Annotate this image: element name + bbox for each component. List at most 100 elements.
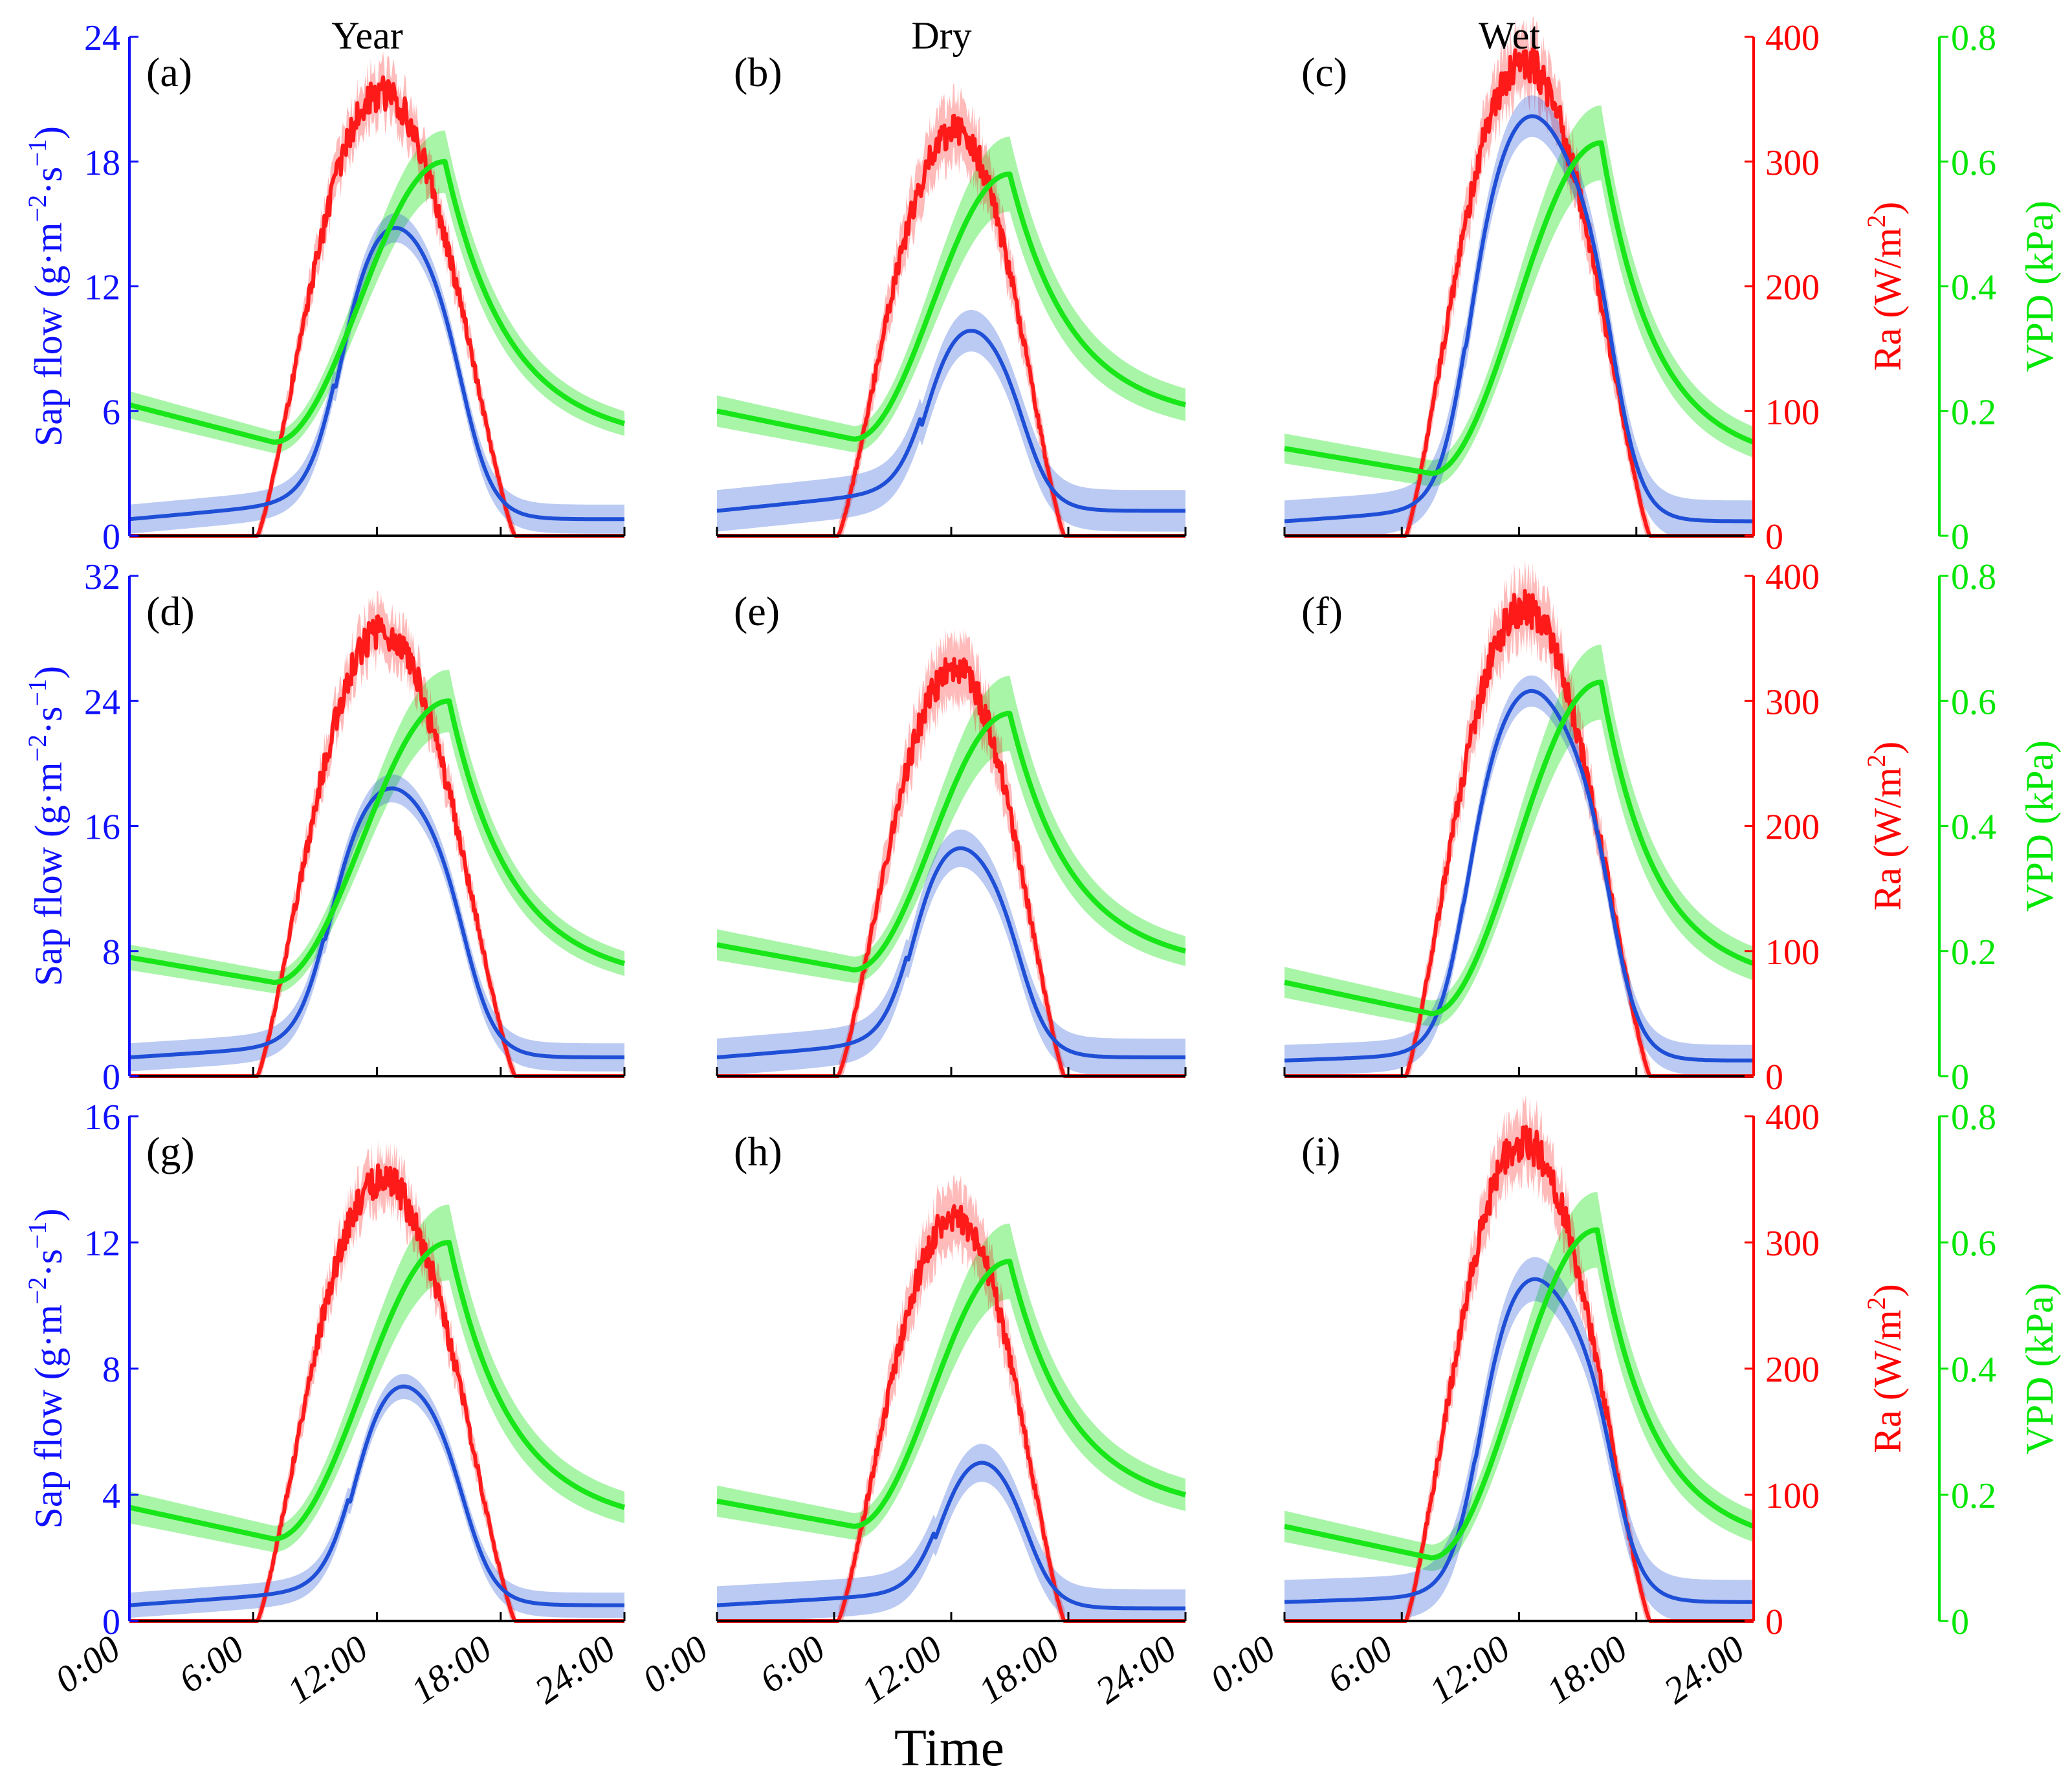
vpd-tick-label: 0 bbox=[1951, 1602, 1969, 1642]
sap-tick-label: 12 bbox=[84, 268, 120, 308]
x-tick-label: 6:00 bbox=[752, 1627, 832, 1701]
ra-band bbox=[129, 1140, 624, 1621]
ra-tick-label: 300 bbox=[1765, 1224, 1820, 1264]
vpd-tick-label: 0.6 bbox=[1951, 682, 1996, 722]
ra-band bbox=[717, 1174, 1185, 1621]
ra-band bbox=[129, 590, 624, 1076]
panel-a: 0 6 12 18 24 Sap flow (g·m−2·s−1) (a) Year bbox=[23, 14, 626, 557]
x-tick-label: 24:00 bbox=[1656, 1627, 1752, 1712]
sap-tick-label: 8 bbox=[102, 932, 120, 973]
vpd-line bbox=[1284, 1227, 1755, 1561]
ra-tick-label: 200 bbox=[1765, 1350, 1820, 1390]
x-tick-label: 24:00 bbox=[1088, 1627, 1184, 1712]
sap-tick-label: 0 bbox=[102, 1057, 120, 1097]
panel-label: (h) bbox=[734, 1129, 782, 1174]
x-tick-label: 12:00 bbox=[280, 1627, 375, 1712]
panel-e: (e) bbox=[716, 588, 1187, 1078]
sap-tick-label: 8 bbox=[102, 1350, 120, 1390]
vpd-tick-label: 0.4 bbox=[1951, 1350, 1996, 1390]
x-tick-label: 18:00 bbox=[971, 1627, 1066, 1712]
vpd-line bbox=[129, 159, 626, 445]
panel-label: (i) bbox=[1301, 1129, 1340, 1174]
sap-axis-label: Sap flow (g·m−2·s−1) bbox=[23, 126, 70, 446]
ra-tick-label: 0 bbox=[1765, 517, 1783, 557]
ra-tick-label: 200 bbox=[1765, 808, 1820, 848]
ra-tick-label: 200 bbox=[1765, 268, 1820, 308]
sap-tick-label: 24 bbox=[84, 18, 120, 58]
sap-tick-label: 4 bbox=[102, 1476, 120, 1516]
ra-tick-label: 400 bbox=[1765, 18, 1820, 58]
sap-tick-label: 16 bbox=[84, 808, 120, 848]
vpd-line bbox=[716, 171, 1187, 442]
sap-tick-label: 0 bbox=[102, 517, 120, 557]
x-tick-label: 18:00 bbox=[403, 1627, 499, 1712]
sap-flow-band bbox=[129, 1374, 624, 1618]
vpd-line bbox=[716, 711, 1187, 973]
vpd-tick-label: 0.2 bbox=[1951, 1476, 1996, 1516]
panel-label: (d) bbox=[146, 588, 195, 634]
vpd-tick-label: 0.2 bbox=[1951, 932, 1996, 973]
vpd-axis-label: VPD (kPa) bbox=[2018, 1283, 2061, 1455]
column-title: Dry bbox=[911, 14, 971, 57]
ra-axis-label: Ra (W/m2) bbox=[1862, 742, 1909, 911]
vpd-line bbox=[1284, 679, 1755, 1017]
sap-tick-label: 16 bbox=[84, 1097, 120, 1138]
vpd-tick-label: 0 bbox=[1951, 1057, 1969, 1097]
sap-axis-label: Sap flow (g·m−2·s−1) bbox=[23, 666, 70, 986]
panel-label: (g) bbox=[146, 1129, 195, 1174]
sap-tick-label: 32 bbox=[84, 557, 120, 597]
vpd-line bbox=[716, 1259, 1187, 1529]
panel-label: (e) bbox=[734, 588, 780, 634]
ra-line bbox=[128, 1163, 626, 1623]
ra-tick-label: 300 bbox=[1765, 143, 1820, 183]
vpd-tick-label: 0.8 bbox=[1951, 557, 1996, 597]
sap-axis-label: Sap flow (g·m−2·s−1) bbox=[23, 1208, 70, 1528]
panel-i: 0:00 6:00 12:00 18:00 24:00 0 100 200 300 400 0 0.2… bbox=[1202, 1094, 2061, 1712]
sap-flow-band bbox=[1284, 1257, 1754, 1621]
vpd-tick-label: 0.4 bbox=[1951, 268, 1996, 308]
vpd-line bbox=[1284, 140, 1755, 476]
sap-flow-line bbox=[129, 786, 624, 1059]
x-tick-label: 6:00 bbox=[1319, 1627, 1400, 1701]
sap-tick-label: 18 bbox=[84, 143, 120, 183]
x-axis-label: Time bbox=[894, 1718, 1004, 1777]
x-tick-label: 12:00 bbox=[854, 1627, 949, 1712]
vpd-tick-label: 0.6 bbox=[1951, 1224, 1996, 1264]
vpd-band bbox=[129, 669, 624, 993]
vpd-band bbox=[717, 137, 1185, 452]
ra-tick-label: 0 bbox=[1765, 1602, 1783, 1642]
vpd-line bbox=[129, 698, 626, 986]
panel-label: (f) bbox=[1301, 588, 1343, 634]
panel-label: (c) bbox=[1301, 49, 1347, 95]
panel-label: (a) bbox=[146, 49, 192, 95]
panel-b: (b) Dry bbox=[716, 14, 1187, 538]
sap-flow-line bbox=[716, 329, 1185, 513]
vpd-tick-label: 0.8 bbox=[1951, 18, 1996, 58]
sap-flow-line bbox=[1284, 689, 1754, 1063]
x-tick-label: 24:00 bbox=[527, 1627, 623, 1712]
vpd-tick-label: 0.4 bbox=[1951, 808, 1996, 848]
panel-h: 0:00 6:00 12:00 18:00 24:00 (h) bbox=[635, 1129, 1187, 1712]
ra-tick-label: 400 bbox=[1765, 557, 1820, 597]
ra-tick-label: 100 bbox=[1765, 932, 1820, 973]
vpd-tick-label: 0.6 bbox=[1951, 143, 1996, 183]
panel-f: 0 100 200 300 400 0 0.2 0.4 0.6 0.8 Ra (W/m2) VPD (… bbox=[1283, 557, 2061, 1097]
sap-flow-band bbox=[1284, 675, 1754, 1076]
ra-tick-label: 300 bbox=[1765, 682, 1820, 722]
sap-flow-line bbox=[1284, 1277, 1754, 1604]
x-tick-label: 0:00 bbox=[1202, 1627, 1283, 1701]
sap-flow-band bbox=[129, 774, 624, 1072]
sap-flow-line bbox=[716, 1461, 1185, 1611]
sap-flow-line bbox=[716, 846, 1185, 1059]
vpd-band bbox=[129, 130, 624, 454]
x-tick-label: 18:00 bbox=[1539, 1627, 1635, 1712]
ra-line bbox=[128, 614, 626, 1078]
ra-tick-label: 100 bbox=[1765, 392, 1820, 432]
ra-tick-label: 100 bbox=[1765, 1476, 1820, 1516]
x-tick-label: 0:00 bbox=[635, 1627, 715, 1701]
column-title: Wet bbox=[1479, 14, 1540, 57]
vpd-axis-label: VPD (kPa) bbox=[2018, 740, 2061, 912]
column-title: Year bbox=[331, 14, 403, 57]
